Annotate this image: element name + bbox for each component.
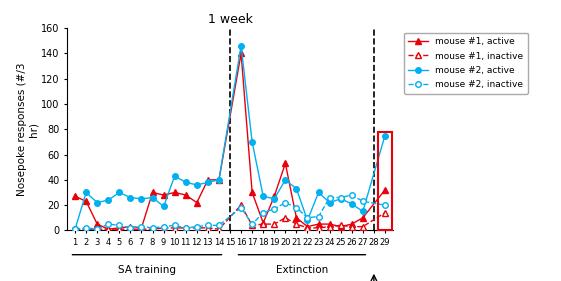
Text: 1 week: 1 week bbox=[208, 13, 252, 26]
Legend: mouse #1, active, mouse #1, inactive, mouse #2, active, mouse #2, inactive: mouse #1, active, mouse #1, inactive, mo… bbox=[404, 33, 528, 94]
Text: Extinction: Extinction bbox=[276, 265, 328, 275]
Bar bbox=[378, 132, 392, 230]
Text: SA training: SA training bbox=[118, 265, 176, 275]
Y-axis label: Nosepoke responses (#/3
hr): Nosepoke responses (#/3 hr) bbox=[17, 62, 38, 196]
